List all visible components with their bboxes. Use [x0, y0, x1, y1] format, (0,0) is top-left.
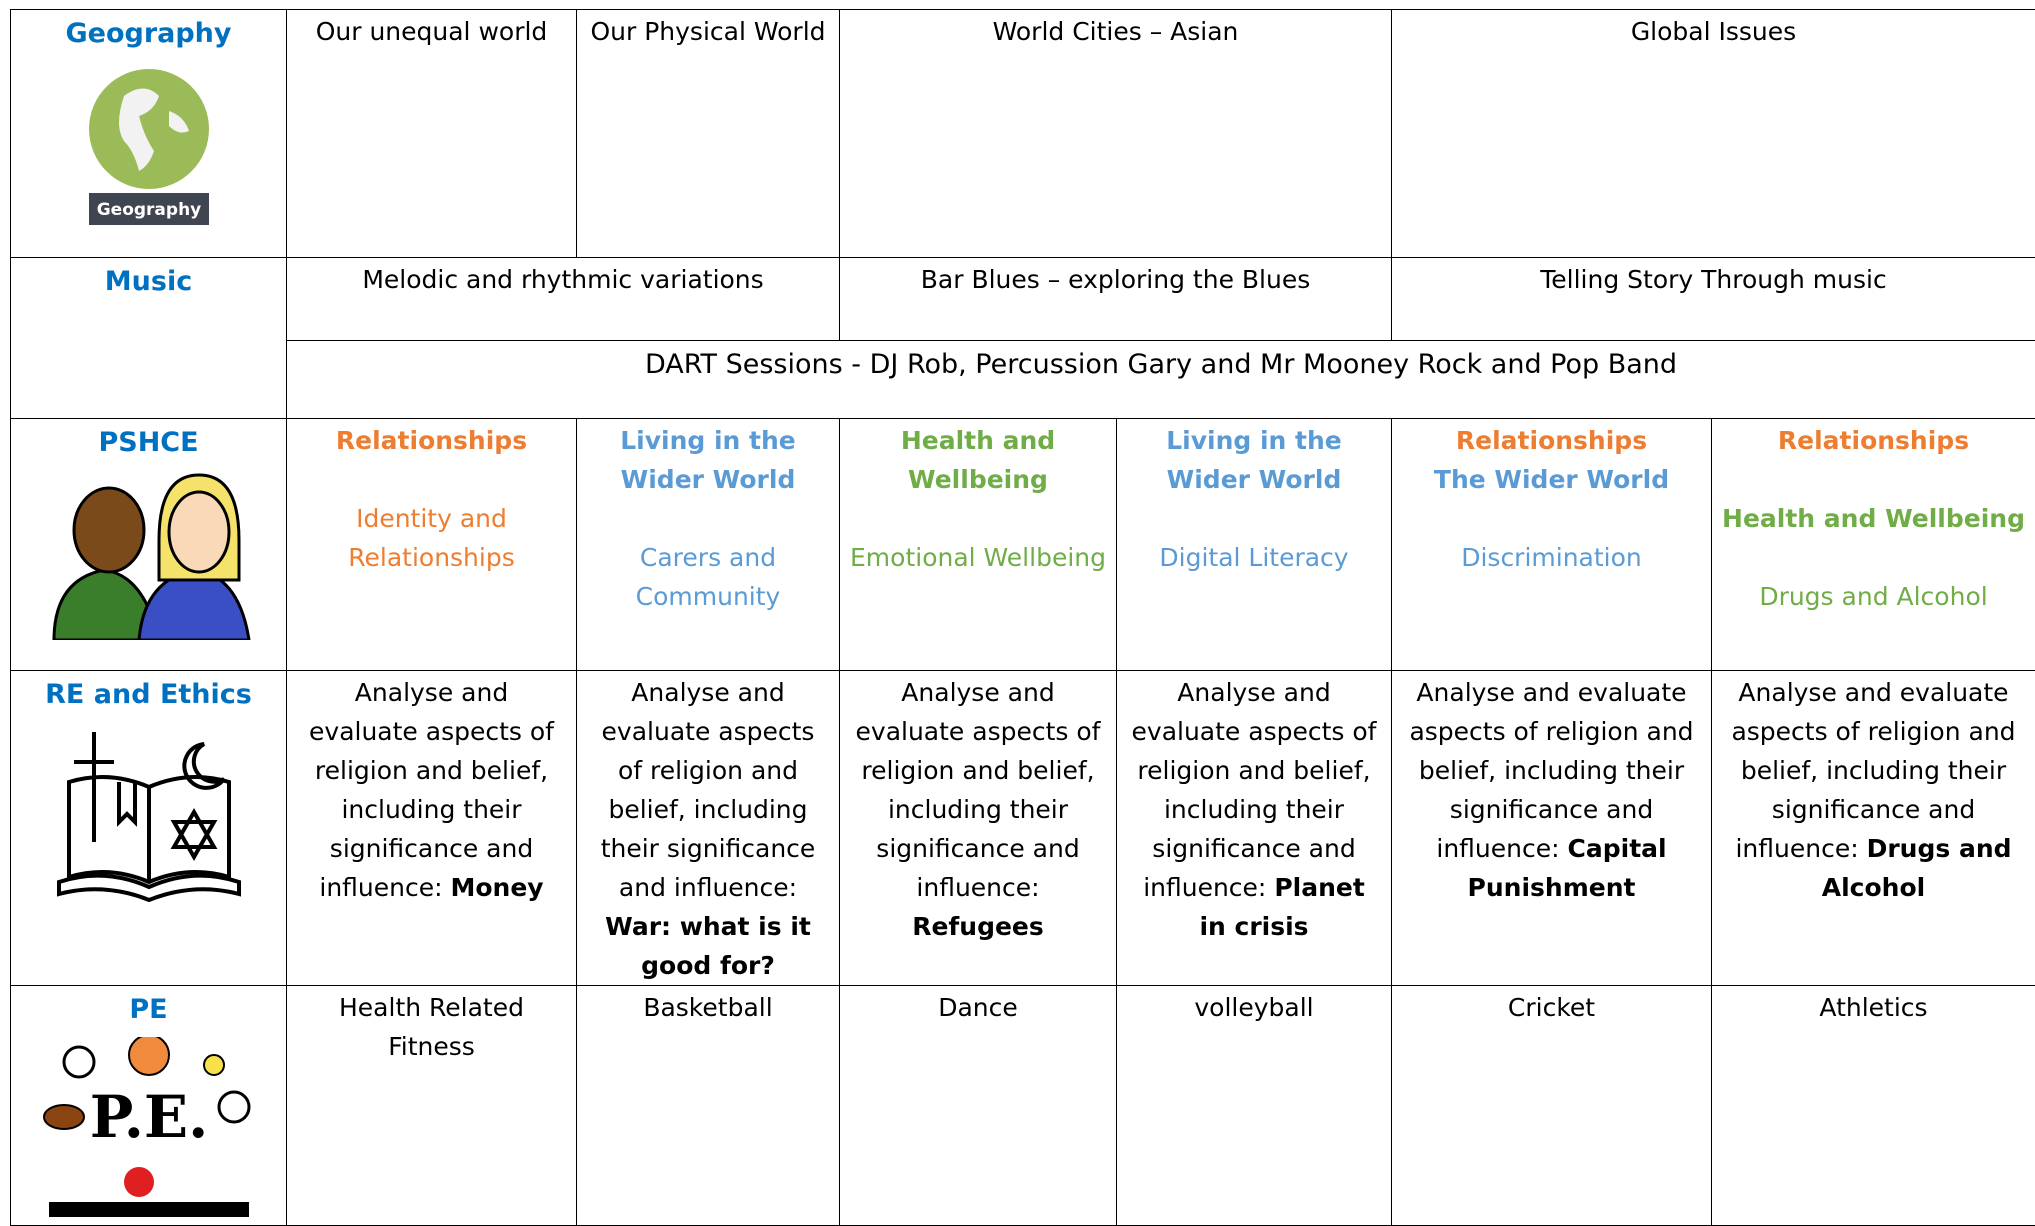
topic: Carers and Community	[587, 538, 829, 616]
cell: Relationships Health and Wellbeing Drugs a…	[1712, 419, 2035, 671]
geography-icon: Geography	[84, 61, 214, 231]
cell: Living in the Wider World Carers and Comm…	[577, 419, 840, 671]
cell: Analyse and evaluate aspects of religion…	[840, 671, 1117, 986]
subject: PE	[21, 990, 276, 1029]
text: Analyse and evaluate aspects of religion…	[856, 678, 1101, 902]
topic: Identity and Relationships	[297, 499, 566, 577]
re-icon	[49, 722, 249, 902]
cell: Bar Blues – exploring the Blues	[840, 258, 1392, 341]
row: Music Melodic and rhythmic variations Ba…	[11, 258, 2035, 341]
cell: Analyse and evaluate aspects of religion…	[1392, 671, 1712, 986]
topic: Refugees	[912, 912, 1044, 941]
cell: World Cities – Asian	[840, 10, 1392, 258]
text: Analyse and evaluate aspects of religion…	[309, 678, 554, 902]
topic: Money	[451, 873, 544, 902]
cell: Basketball	[577, 986, 840, 1226]
row: Geography Geography Our unequal world Ou…	[11, 10, 2035, 258]
icon-label: Geography	[96, 200, 201, 220]
row: DART Sessions - DJ Rob, Percussion Gary …	[11, 341, 2035, 419]
heading: Health and Wellbeing	[850, 421, 1106, 499]
heading: Relationships	[1402, 421, 1701, 460]
row: PE P.E. Health Related Fitness Basketbal…	[11, 986, 2035, 1226]
heading: The Wider World	[1402, 460, 1701, 499]
topic: Drugs and Alcohol	[1722, 577, 2025, 616]
page: Geography Geography Our unequal world Ou…	[0, 0, 2035, 1197]
cell: Analyse and evaluate aspects of religion…	[1117, 671, 1392, 986]
cell: Relationships Identity and Relationships	[287, 419, 577, 671]
cell: Living in the Wider World Digital Literac…	[1117, 419, 1392, 671]
cell: Melodic and rhythmic variations	[287, 258, 840, 341]
subject: PSHCE	[21, 423, 276, 462]
cell: Athletics	[1712, 986, 2035, 1226]
curriculum-table: Geography Geography Our unequal world Ou…	[10, 9, 2035, 1226]
subject-cell: RE and Ethics	[11, 671, 287, 986]
cell: volleyball	[1117, 986, 1392, 1226]
topic: War: what is it good for?	[605, 912, 811, 980]
cell: Analyse and evaluate aspects of religion…	[577, 671, 840, 986]
cell: Health and Wellbeing Emotional Wellbeing	[840, 419, 1117, 671]
text: Analyse and evaluate aspects of religion…	[601, 678, 816, 902]
subject: Geography	[21, 14, 276, 53]
row: PSHCE Relationships Identity and Relation…	[11, 419, 2035, 671]
text: Analyse and evaluate aspects of religion…	[1132, 678, 1377, 902]
heading: Relationships	[297, 421, 566, 460]
heading: Living in the Wider World	[1127, 421, 1381, 499]
subject-cell: Music	[11, 258, 287, 419]
subject-cell: PSHCE	[11, 419, 287, 671]
heading: Relationships	[1722, 421, 2025, 460]
pshce-icon	[44, 470, 254, 640]
topic: Discrimination	[1402, 538, 1701, 577]
cell: DART Sessions - DJ Rob, Percussion Gary …	[287, 341, 2035, 419]
subject-cell: Geography Geography	[11, 10, 287, 258]
cell: Global Issues	[1392, 10, 2035, 258]
cell: Dance	[840, 986, 1117, 1226]
topic: Emotional Wellbeing	[850, 538, 1106, 577]
cell: Analyse and evaluate aspects of religion…	[1712, 671, 2035, 986]
subject: RE and Ethics	[21, 675, 276, 714]
subject: Music	[21, 262, 276, 301]
cell: Health Related Fitness	[287, 986, 577, 1226]
heading: Living in the Wider World	[587, 421, 829, 499]
topic: Digital Literacy	[1127, 538, 1381, 577]
pe-icon: P.E.	[39, 1037, 259, 1217]
cell: Our Physical World	[577, 10, 840, 258]
svg-text:P.E.: P.E.	[89, 1083, 208, 1151]
row: RE and Ethics Analyse and evaluate aspec…	[11, 671, 2035, 986]
cell: Our unequal world	[287, 10, 577, 258]
heading: Health and Wellbeing	[1722, 499, 2025, 538]
cell: Telling Story Through music	[1392, 258, 2035, 341]
subject-cell: PE P.E.	[11, 986, 287, 1226]
cell: Analyse and evaluate aspects of religion…	[287, 671, 577, 986]
cell: Cricket	[1392, 986, 1712, 1226]
